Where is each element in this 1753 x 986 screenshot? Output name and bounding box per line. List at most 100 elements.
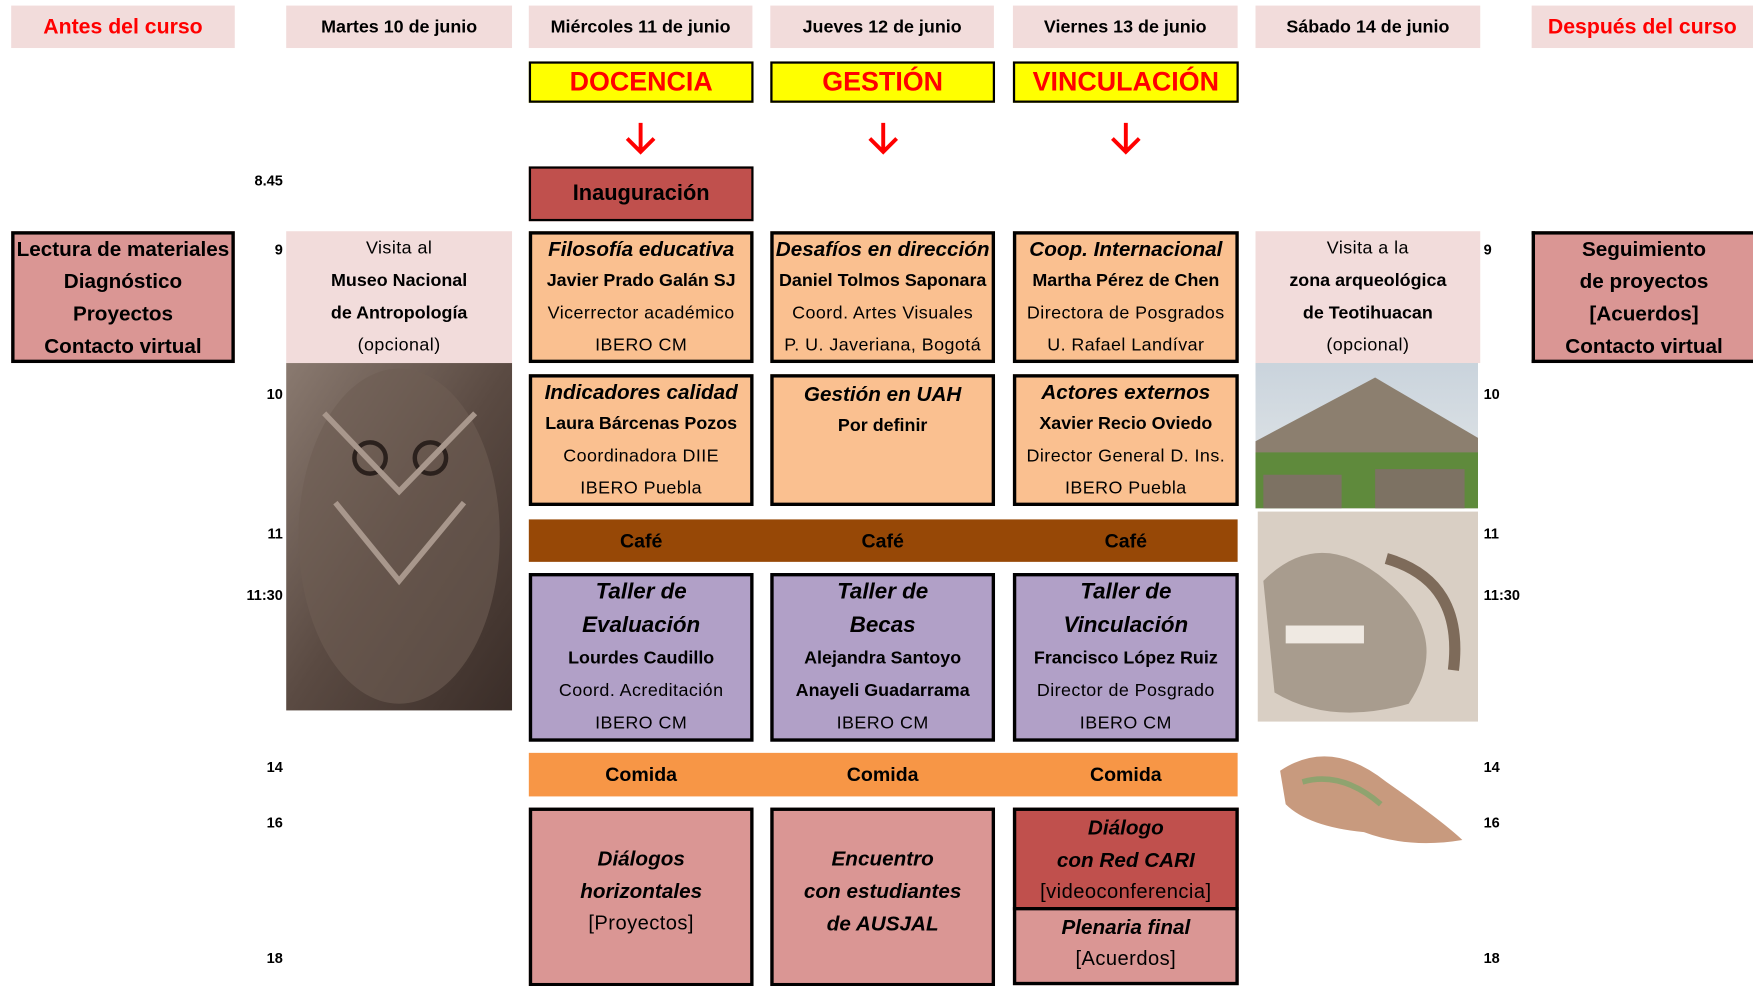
day-header: Jueves 12 de junio: [770, 5, 994, 49]
text-line: Museo Nacional: [331, 271, 468, 291]
text-line: Por definir: [837, 416, 928, 436]
coffee: Café: [529, 519, 754, 561]
text-line: Visita al: [365, 239, 433, 259]
workshop: Taller de Evaluación Lourdes Caudillo Coord…: [528, 573, 754, 742]
session: Gestión en UAH Por definir: [770, 374, 996, 507]
day-header: Antes del curso: [11, 5, 235, 49]
coffee: Café: [770, 519, 995, 561]
lunch: Comida: [1013, 753, 1239, 797]
text-line: horizontales: [580, 878, 703, 902]
text-line: (opcional): [357, 336, 441, 356]
text-line: Contacto virtual: [44, 333, 202, 358]
text-line: Martha Pérez de Chen: [1032, 271, 1220, 291]
shell-photo: [1280, 756, 1463, 844]
text-line: con estudiantes: [803, 878, 962, 902]
text-line: [videoconferencia]: [1040, 879, 1212, 902]
text-line: IBERO Puebla: [1064, 479, 1187, 499]
afternoon-session: Encuentro con estudiantes de AUSJAL: [770, 807, 996, 986]
tuesday-box: Visita al Museo Nacional de Antropología (o…: [286, 231, 513, 364]
serpent-photo: [1257, 511, 1478, 722]
text-line: Viernes 13 de junio: [1043, 17, 1207, 37]
text-line: Director de Posgrado: [1036, 681, 1215, 701]
text-line: Coord. Artes Visuales: [792, 303, 974, 323]
session: Coop. Internacional Martha Pérez de Chen D…: [1012, 231, 1239, 364]
after-box: Seguimiento de proyectos [Acuerdos] Contact…: [1531, 231, 1753, 364]
text-line: IBERO CM: [1079, 713, 1172, 733]
text-line: Comida: [605, 762, 678, 786]
text-line: con Red CARI: [1056, 847, 1195, 871]
text-line: Café: [1104, 528, 1148, 552]
museum-photo: [286, 363, 513, 711]
afternoon-session: Diálogo con Red CARI [videoconferencia]: [1012, 807, 1239, 911]
text-line: Encuentro: [831, 846, 934, 870]
text-line: Evaluación: [582, 613, 701, 638]
time-label: 10: [1483, 385, 1500, 403]
text-line: Javier Prado Galán SJ: [546, 271, 736, 291]
text-line: [Acuerdos]: [1075, 947, 1177, 970]
text-line: P. U. Javeriana, Bogotá: [784, 336, 982, 356]
day-header: Viernes 13 de junio: [1012, 5, 1238, 49]
text-line: Comida: [846, 762, 919, 786]
time-label: 18: [266, 949, 283, 967]
day-header: Miércoles 11 de junio: [528, 5, 753, 49]
session: Desafíos en dirección Daniel Tolmos Sapon…: [770, 231, 996, 364]
text-line: Taller de: [1080, 579, 1172, 605]
workshop: Taller de Becas Alejandra Santoyo Anayeli G…: [770, 573, 996, 742]
session: Indicadores calidad Laura Bárcenas Pozos C…: [528, 374, 754, 507]
time-label: 14: [266, 758, 283, 776]
text-line: Coop. Internacional: [1029, 236, 1223, 261]
text-line: Miércoles 11 de junio: [550, 17, 731, 37]
text-line: Café: [861, 528, 904, 552]
coffee: Café: [1013, 519, 1239, 561]
text-line: Lourdes Caudillo: [568, 648, 715, 668]
text-line: Xavier Recio Oviedo: [1039, 414, 1213, 434]
text-line: Diagnóstico: [63, 269, 183, 293]
text-line: Taller de: [595, 579, 687, 605]
time-label: 8.45: [254, 172, 283, 189]
text-line: Anayeli Guadarrama: [795, 681, 970, 701]
lunch-bar: [528, 752, 1238, 797]
text-line: Jueves 12 de junio: [802, 17, 962, 37]
day-header: Sábado 14 de junio: [1255, 5, 1481, 49]
text-line: Francisco López Ruiz: [1033, 648, 1218, 668]
text-line: de AUSJAL: [826, 910, 939, 935]
text-line: Vicerrector académico: [547, 303, 735, 323]
time-label: 9: [274, 241, 283, 259]
inauguration: Inauguración: [528, 166, 754, 222]
text-line: U. Rafael Landívar: [1047, 336, 1205, 356]
text-line: IBERO CM: [595, 336, 688, 356]
text-line: Directora de Posgrados: [1026, 303, 1225, 323]
text-line: [Proyectos]: [588, 910, 694, 934]
text-line: de Antropología: [330, 303, 468, 323]
time-label: 11:30: [1483, 586, 1520, 604]
time-label: 11:30: [246, 586, 283, 604]
text-line: Seguimiento: [1581, 236, 1707, 261]
text-line: Proyectos: [72, 301, 173, 326]
theme: VINCULACIÓN: [1012, 61, 1239, 103]
text-line: Actores externos: [1041, 379, 1211, 404]
text-line: Desafíos en dirección: [775, 236, 990, 261]
text-line: Antes del curso: [43, 15, 203, 39]
time-label: 16: [1483, 814, 1500, 832]
session: Filosofía educativa Javier Prado Galán SJ…: [528, 231, 754, 364]
text-line: Alejandra Santoyo: [804, 648, 962, 668]
time-label: 18: [1483, 949, 1500, 967]
text-line: Becas: [849, 613, 916, 638]
time-label: 11: [267, 524, 283, 542]
workshop: Taller de Vinculación Francisco López Ruiz…: [1012, 573, 1239, 742]
text-line: (opcional): [1326, 336, 1410, 356]
day-header: Martes 10 de junio: [286, 5, 513, 49]
time-label: 11: [1483, 524, 1499, 542]
saturday-box: Visita a la zona arqueológica de Teotihuac…: [1255, 231, 1481, 364]
text-line: Gestión en UAH: [803, 382, 962, 406]
text-line: Café: [619, 528, 663, 552]
day-header: Después del curso: [1531, 5, 1753, 49]
text-line: Martes 10 de junio: [321, 17, 478, 37]
time-label: 9: [1483, 241, 1492, 259]
arrows: [625, 122, 1141, 155]
text-line: Inauguración: [572, 180, 710, 206]
text-line: Filosofía educativa: [548, 236, 735, 261]
afternoon-session: Plenaria final [Acuerdos]: [1012, 907, 1239, 986]
text-line: IBERO CM: [836, 713, 929, 733]
